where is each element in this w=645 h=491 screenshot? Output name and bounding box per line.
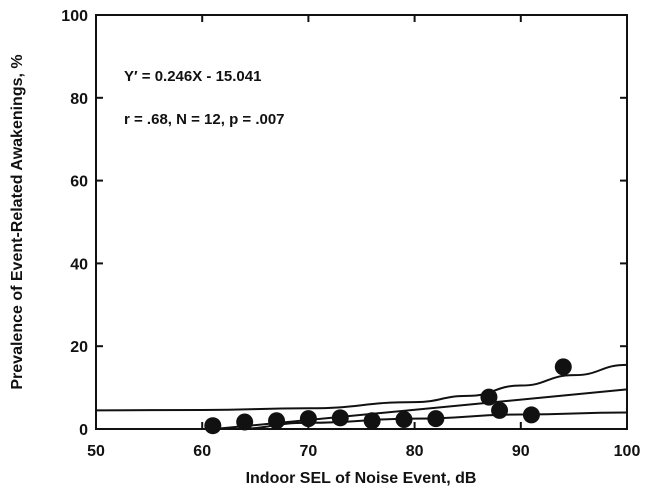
y-axis-title: Prevalence of Event-Related Awakenings, … [9,54,26,389]
data-point [331,409,349,427]
y-tick-label: 60 [70,174,88,191]
x-axis-ticks: 50 60 70 80 90 100 [87,15,640,460]
data-point [522,406,540,424]
data-point [236,413,254,431]
x-tick-label: 100 [614,443,641,460]
data-point [395,410,413,428]
data-point [204,417,222,435]
data-point [491,401,509,419]
plot-area-frame [95,14,628,430]
data-point [363,412,381,430]
x-tick-label: 70 [300,443,318,460]
x-tick-label: 50 [87,443,105,460]
data-point [427,410,445,428]
y-tick-label: 20 [70,339,88,356]
data-points [204,358,572,435]
x-tick-label: 80 [406,443,424,460]
data-point [299,410,317,428]
y-axis-ticks: 0 20 40 60 80 100 [61,8,627,439]
lower-confidence-curve [234,411,628,430]
data-point [480,388,498,406]
upper-confidence-curve [95,363,628,412]
y-tick-label: 40 [70,256,88,273]
x-axis-title: Indoor SEL of Noise Event, dB [246,470,477,487]
x-tick-label: 60 [193,443,211,460]
regression-curves [95,363,628,430]
x-tick-label: 90 [512,443,530,460]
equation-annotation: Y′ = 0.246X - 15.041 [124,68,261,85]
data-point [554,358,572,376]
y-tick-label: 0 [79,422,88,439]
y-tick-label: 80 [70,91,88,108]
stats-annotation: r = .68, N = 12, p = .007 [124,111,285,128]
y-tick-label: 100 [61,8,88,25]
data-point [268,412,286,430]
